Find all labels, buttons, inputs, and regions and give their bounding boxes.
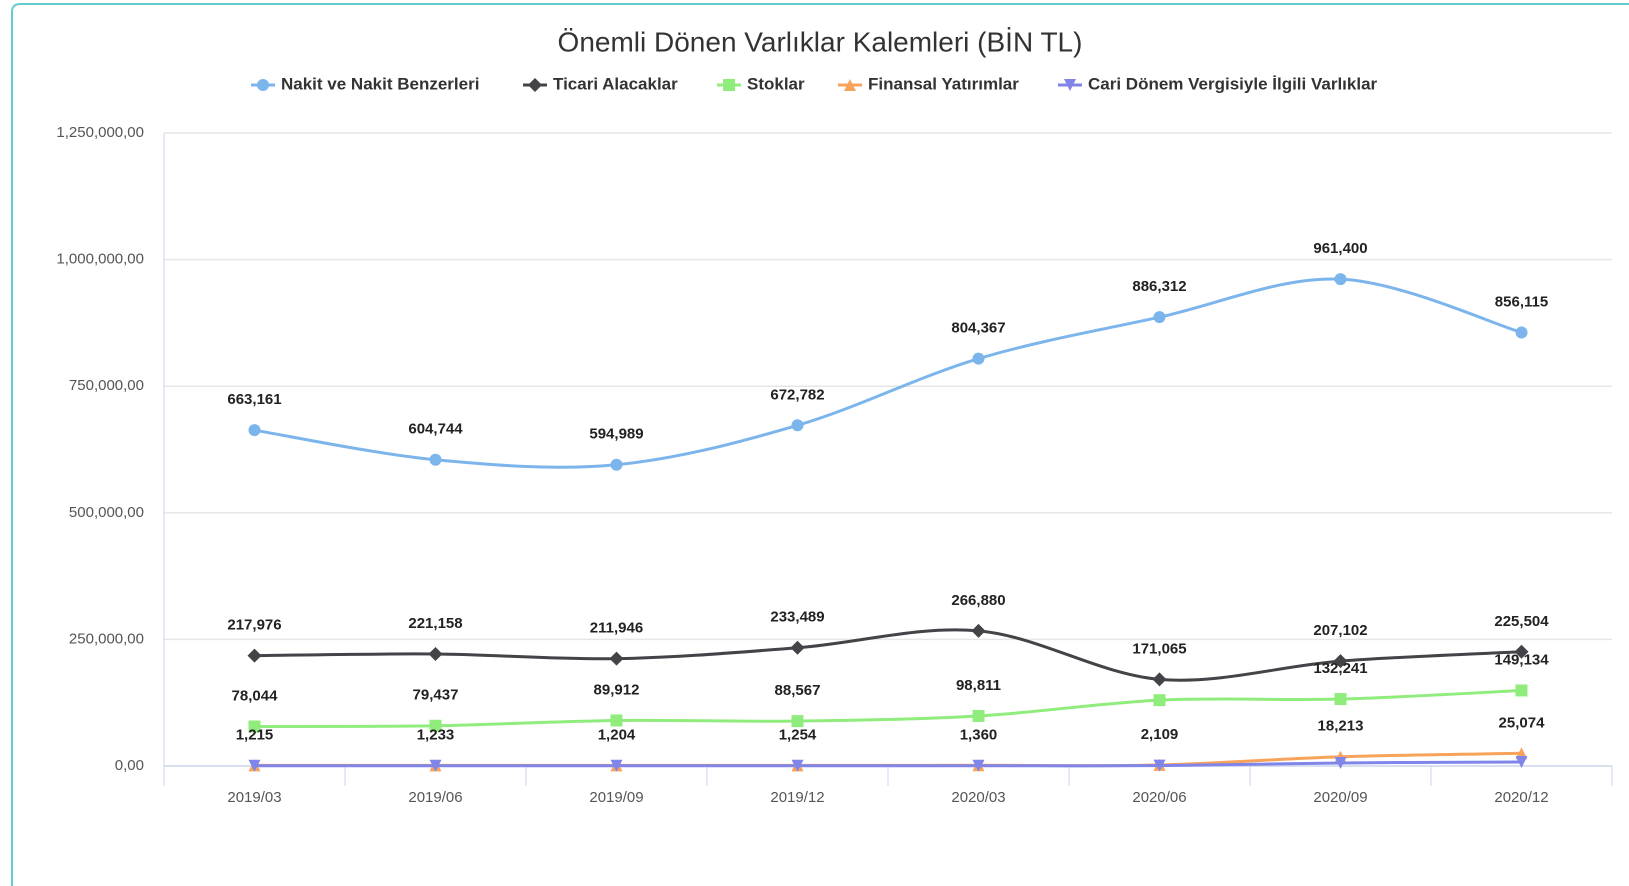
marker xyxy=(1333,654,1348,669)
series-line xyxy=(254,688,1522,728)
data-label: 266,880 xyxy=(951,592,1005,609)
marker xyxy=(791,419,804,432)
data-label: 217,976 xyxy=(227,617,281,634)
data-label: 594,989 xyxy=(589,426,643,443)
legend-label: Finansal Yatırımlar xyxy=(868,74,1019,93)
data-label: 672,782 xyxy=(770,386,824,403)
y-tick-label: 0,00 xyxy=(115,757,144,774)
marker xyxy=(1515,755,1528,768)
data-label: 211,946 xyxy=(590,620,643,637)
marker xyxy=(790,640,805,655)
data-label: 171,065 xyxy=(1132,640,1186,657)
data-label: 856,115 xyxy=(1495,293,1548,310)
data-label: 89,912 xyxy=(594,681,640,698)
marker xyxy=(257,79,269,91)
legend-label: Stoklar xyxy=(747,74,805,93)
marker xyxy=(528,78,542,92)
data-label: 132,241 xyxy=(1313,660,1367,677)
x-tick-label: 2019/09 xyxy=(589,789,643,806)
marker xyxy=(1153,759,1166,772)
marker xyxy=(609,651,624,666)
data-label: 149,134 xyxy=(1494,651,1549,668)
data-label: 18,213 xyxy=(1318,718,1364,735)
marker xyxy=(1334,756,1347,769)
data-label: 233,489 xyxy=(770,609,824,626)
data-label: 604,744 xyxy=(408,421,463,438)
marker xyxy=(1152,672,1167,687)
legend-label: Nakit ve Nakit Benzerleri xyxy=(281,74,479,93)
marker xyxy=(248,759,261,772)
marker xyxy=(1514,644,1529,659)
data-label: 78,044 xyxy=(232,687,279,704)
x-tick-label: 2019/12 xyxy=(770,789,824,806)
data-label: 1,204 xyxy=(598,726,636,743)
x-tick-label: 2020/03 xyxy=(951,789,1005,806)
marker xyxy=(972,352,985,365)
series-line xyxy=(254,628,1522,682)
data-label: 98,811 xyxy=(956,677,1001,694)
data-label: 79,437 xyxy=(413,687,459,704)
marker xyxy=(610,714,623,727)
legend-label: Cari Dönem Vergisiyle İlgili Varlıklar xyxy=(1088,74,1378,93)
marker xyxy=(1153,311,1166,324)
data-label: 1,215 xyxy=(236,726,274,743)
data-label: 961,400 xyxy=(1313,240,1367,257)
marker xyxy=(1334,273,1347,286)
marker xyxy=(610,458,623,471)
marker xyxy=(247,648,262,663)
marker xyxy=(791,759,804,772)
marker xyxy=(429,453,442,466)
marker xyxy=(723,79,735,91)
marker xyxy=(1064,79,1076,91)
data-label: 663,161 xyxy=(227,391,281,408)
data-label: 25,074 xyxy=(1499,714,1546,731)
marker xyxy=(791,715,804,728)
x-tick-label: 2019/06 xyxy=(408,789,462,806)
data-label: 225,504 xyxy=(1494,613,1549,630)
data-label: 88,567 xyxy=(775,682,821,699)
series-line xyxy=(254,277,1522,469)
marker xyxy=(972,759,985,772)
y-tick-label: 1,250,000,00 xyxy=(56,124,144,141)
frame xyxy=(11,3,1629,886)
data-label: 886,312 xyxy=(1132,278,1186,295)
marker xyxy=(971,623,986,638)
data-label: 221,158 xyxy=(408,615,462,632)
data-label: 1,254 xyxy=(779,726,817,743)
marker xyxy=(1153,694,1166,707)
y-tick-label: 500,000,00 xyxy=(69,504,144,521)
legend-label: Ticari Alacaklar xyxy=(553,74,678,93)
data-label: 1,360 xyxy=(960,726,998,743)
y-tick-label: 1,000,000,00 xyxy=(56,251,144,268)
x-tick-label: 2020/12 xyxy=(1494,789,1548,806)
marker xyxy=(1515,326,1528,339)
series-line xyxy=(254,760,1522,768)
data-label: 804,367 xyxy=(951,320,1005,337)
marker xyxy=(610,759,623,772)
marker xyxy=(429,759,442,772)
x-tick-label: 2020/09 xyxy=(1313,789,1367,806)
data-label: 2,109 xyxy=(1141,726,1179,743)
marker xyxy=(844,79,856,91)
chart-title: Önemli Dönen Varlıklar Kalemleri (BİN TL… xyxy=(558,26,1083,57)
marker xyxy=(972,709,985,722)
data-label: 1,233 xyxy=(417,726,455,743)
x-tick-label: 2020/06 xyxy=(1132,789,1186,806)
marker xyxy=(429,719,442,732)
x-tick-label: 2019/03 xyxy=(227,789,281,806)
data-label: 207,102 xyxy=(1313,622,1367,639)
marker xyxy=(1515,684,1528,697)
marker xyxy=(248,424,261,437)
marker xyxy=(248,720,261,733)
marker xyxy=(428,647,443,662)
marker xyxy=(1334,693,1347,706)
y-tick-label: 750,000,00 xyxy=(69,377,144,394)
y-tick-label: 250,000,00 xyxy=(69,630,144,647)
